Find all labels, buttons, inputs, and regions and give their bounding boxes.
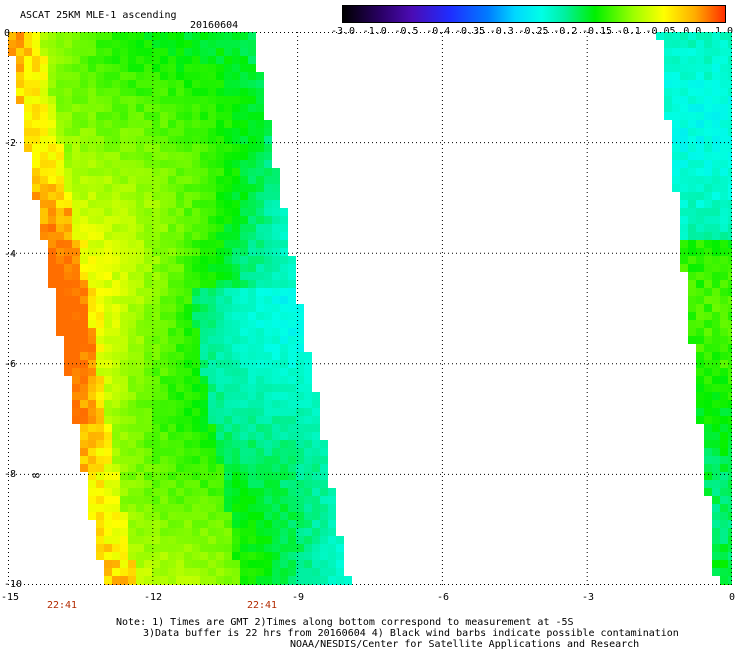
color-scale-label: -0.25 bbox=[518, 26, 549, 37]
x-tick-m12: -12 bbox=[143, 592, 163, 603]
color-scale-label: -0.15 bbox=[581, 26, 613, 37]
x-tick-m9: -9 bbox=[291, 592, 305, 603]
color-scale-label: -0.4 bbox=[426, 26, 451, 37]
color-scale-label: 1.0 bbox=[714, 26, 734, 37]
y-tick-6: -6 bbox=[4, 359, 17, 370]
map-title: ASCAT 25KM MLE-1 ascending bbox=[20, 10, 177, 21]
color-scale-label: -0.1 bbox=[616, 26, 641, 37]
x-tick-m3: -3 bbox=[581, 592, 595, 603]
color-scale-label: -0.5 bbox=[394, 26, 419, 37]
y-tick-10: -10 bbox=[4, 579, 23, 590]
swath-east bbox=[656, 32, 732, 585]
color-scale-label: -3.0 bbox=[330, 26, 356, 37]
graticule bbox=[8, 32, 732, 585]
color-scale-label: -0.3 bbox=[489, 26, 514, 37]
y-tick-4: -4 bbox=[4, 249, 17, 260]
time-label-1: 22:41 bbox=[46, 600, 78, 611]
y-tick-0: 0 bbox=[4, 28, 11, 39]
time-label-2: 22:41 bbox=[246, 600, 278, 611]
color-scale-label: 0.0 bbox=[683, 26, 702, 37]
note-line-1: Note: 1) Times are GMT 2)Times along bot… bbox=[116, 617, 574, 628]
color-scale-label: -0.35 bbox=[454, 26, 486, 37]
note-line-2: 3)Data buffer is 22 hrs from 20160604 4)… bbox=[143, 628, 679, 639]
axis-marker: 8 bbox=[31, 472, 43, 479]
x-tick-m6: -6 bbox=[436, 592, 450, 603]
wind-map bbox=[8, 32, 732, 585]
color-scale-bar bbox=[342, 5, 726, 23]
map-date: 20160604 bbox=[190, 20, 239, 31]
x-tick-0: 0 bbox=[728, 592, 736, 603]
color-scale-label: -0.2 bbox=[553, 26, 578, 37]
swath-west bbox=[8, 32, 352, 585]
x-tick-m15: -15 bbox=[0, 592, 20, 603]
y-tick-2: -2 bbox=[4, 138, 17, 149]
color-scale-label: -0.05 bbox=[645, 26, 676, 37]
color-scale-label: -1.0 bbox=[362, 26, 387, 37]
note-line-3: NOAA/NESDIS/Center for Satellite Applica… bbox=[290, 639, 640, 650]
y-tick-8: -8 bbox=[4, 469, 17, 480]
